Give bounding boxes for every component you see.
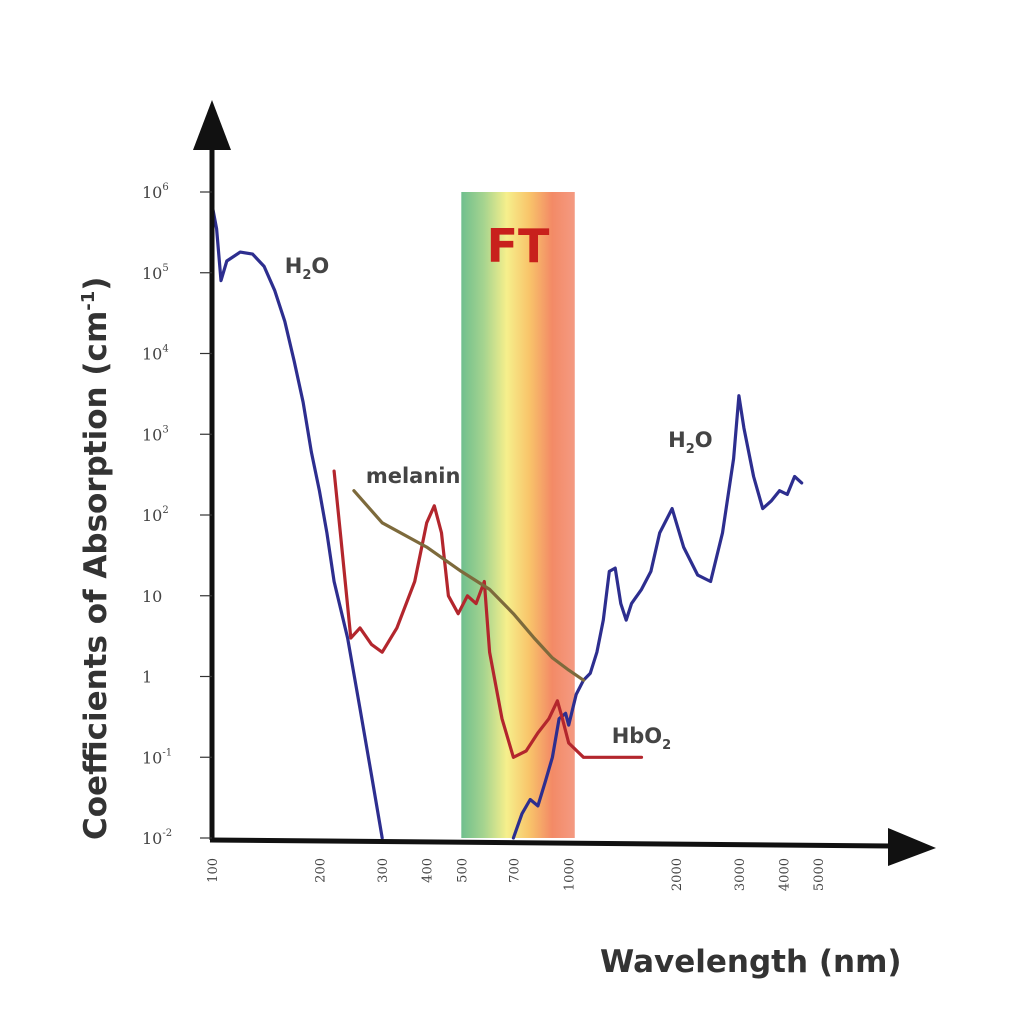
x-axis-line	[209, 837, 891, 849]
x-tick-label: 4000	[777, 858, 792, 891]
x-tick-label: 400	[421, 858, 436, 883]
x-tick-label: 500	[455, 858, 470, 883]
y-tick-label: 10	[142, 587, 162, 606]
series-line-hbo-2	[332, 469, 644, 759]
curve-label: melanin	[366, 464, 461, 488]
x-tick-label: 100	[206, 858, 221, 883]
x-axis-title: Wavelength (nm)	[600, 944, 902, 980]
y-axis-arrow	[193, 100, 231, 150]
axes	[193, 100, 936, 866]
x-tick-label: 200	[313, 858, 328, 883]
series-group	[210, 202, 804, 840]
series-line-ho-0	[210, 202, 384, 840]
curve-labels: H2O H2O melanin HbO2	[285, 254, 713, 753]
y-tick-label: 104	[142, 344, 169, 364]
x-tick-label: 3000	[733, 858, 748, 891]
y-tick-label: 105	[142, 263, 169, 283]
x-tick-label: 300	[376, 858, 391, 883]
x-axis-arrow	[888, 828, 936, 866]
x-tick-label: 2000	[670, 858, 685, 891]
curve-label: H2O	[285, 254, 329, 283]
curve-label: H2O	[668, 428, 712, 457]
y-tick-label: 10-2	[142, 828, 172, 848]
series-line-melanin-3	[352, 489, 586, 682]
y-tick-label: 1	[142, 668, 152, 687]
y-tick-label: 103	[142, 424, 169, 444]
x-tick-label: 1000	[563, 858, 578, 891]
y-axis-title: Coefficients of Absorption (cm-1)	[78, 277, 114, 840]
ft-band: FT	[461, 192, 575, 838]
y-tick-label: 102	[142, 505, 169, 525]
x-tick-label: 700	[507, 858, 522, 883]
y-tick-label: 10-1	[142, 747, 172, 767]
y-tick-label: 106	[142, 182, 169, 202]
x-tick-label: 5000	[812, 858, 827, 891]
curve-label: HbO2	[612, 724, 672, 753]
ft-band-rect	[461, 192, 575, 838]
ft-band-label: FT	[487, 219, 550, 273]
series-line-ho-1	[511, 394, 804, 840]
